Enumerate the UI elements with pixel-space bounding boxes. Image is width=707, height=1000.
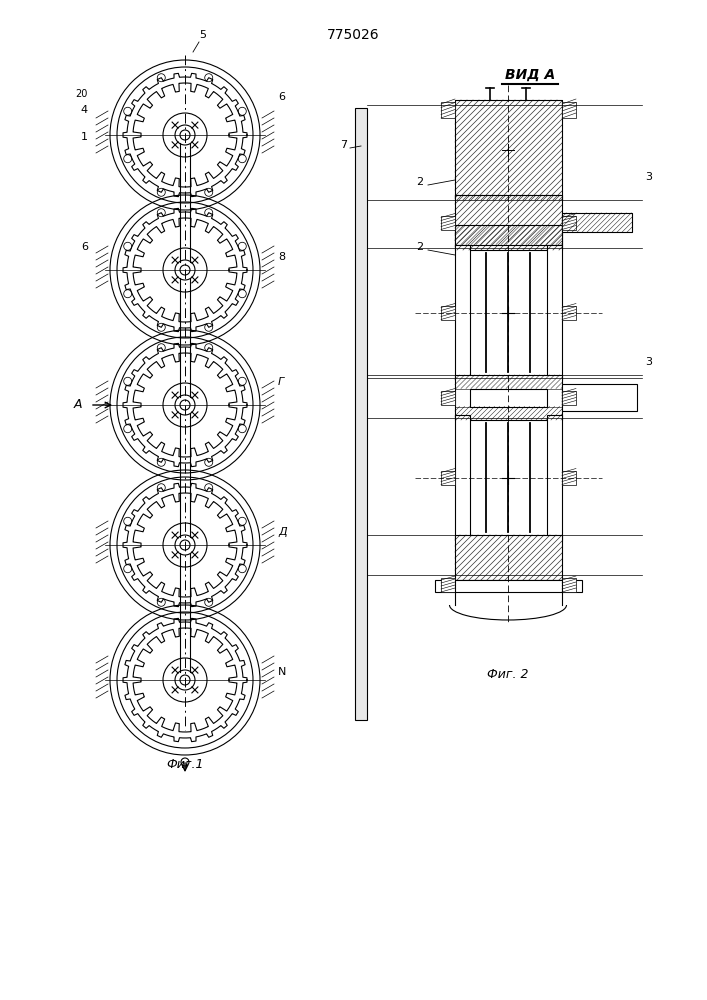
- Text: N: N: [278, 667, 286, 677]
- Bar: [441, 306, 455, 320]
- Bar: [455, 415, 470, 540]
- Bar: [455, 245, 470, 380]
- Bar: [562, 578, 576, 592]
- Bar: [455, 100, 562, 200]
- Bar: [455, 535, 562, 580]
- Text: 8: 8: [278, 252, 285, 262]
- Text: Д: Д: [278, 527, 287, 537]
- Bar: [455, 375, 562, 420]
- Bar: [562, 213, 632, 232]
- Text: 5: 5: [199, 30, 206, 40]
- Text: Фиг.1: Фиг.1: [166, 758, 204, 772]
- Bar: [441, 102, 455, 118]
- Bar: [547, 415, 562, 540]
- Text: ВИД А: ВИД А: [505, 68, 555, 82]
- Bar: [562, 102, 576, 118]
- Bar: [562, 471, 576, 485]
- Bar: [562, 390, 576, 404]
- Text: 4: 4: [81, 105, 88, 115]
- Bar: [562, 384, 637, 411]
- Text: А: А: [74, 398, 82, 412]
- Bar: [455, 195, 562, 250]
- Text: 2: 2: [416, 242, 423, 252]
- Text: Фиг. 2: Фиг. 2: [487, 668, 529, 682]
- Bar: [441, 216, 455, 230]
- Bar: [562, 306, 576, 320]
- Text: Г: Г: [278, 377, 284, 387]
- Bar: [455, 535, 562, 580]
- Bar: [547, 245, 562, 380]
- Text: 3: 3: [645, 172, 652, 182]
- Bar: [355, 108, 367, 720]
- Bar: [455, 225, 562, 244]
- Bar: [455, 100, 562, 200]
- Text: 20: 20: [76, 89, 88, 99]
- Bar: [455, 195, 562, 250]
- Bar: [441, 578, 455, 592]
- Bar: [455, 406, 562, 420]
- Text: 6: 6: [81, 242, 88, 252]
- Text: 3: 3: [645, 357, 652, 367]
- Bar: [470, 388, 547, 406]
- Bar: [455, 225, 562, 244]
- Text: 6: 6: [278, 92, 285, 102]
- Bar: [435, 580, 582, 592]
- Bar: [562, 216, 576, 230]
- Bar: [562, 213, 632, 232]
- Text: 775026: 775026: [327, 28, 380, 42]
- Bar: [441, 471, 455, 485]
- Text: 2: 2: [416, 177, 423, 187]
- Bar: [441, 390, 455, 404]
- Text: 7: 7: [340, 140, 347, 150]
- Text: 1: 1: [81, 132, 88, 142]
- Bar: [455, 375, 562, 388]
